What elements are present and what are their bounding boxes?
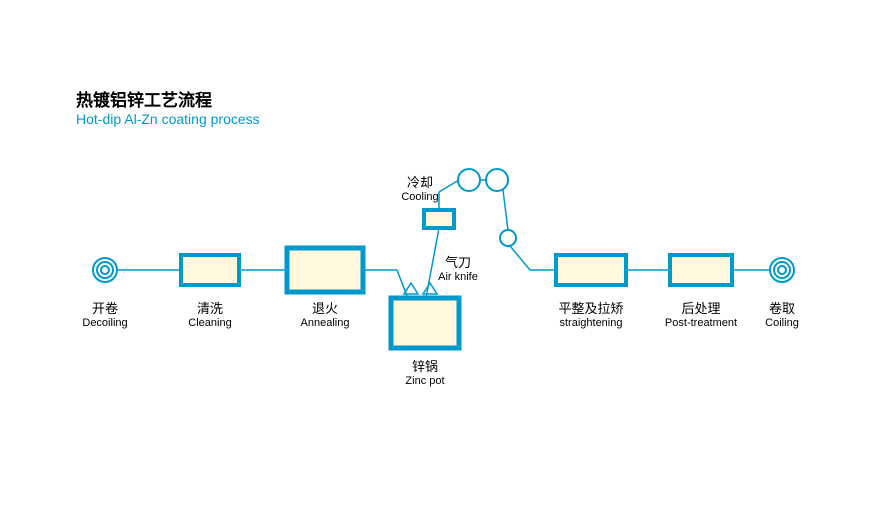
box-posttreat [670,255,732,285]
coil-left-ring-2 [101,266,109,274]
stage-label-zincpot: 锌锅Zinc pot [405,356,444,387]
stage-cn-cleaning: 清洗 [188,298,231,317]
stage-cn-cooling: 冷却 [401,172,438,191]
stage-en-cooling: Cooling [401,191,438,203]
airknife-triangle-t2 [423,283,437,294]
stage-cn-coiling: 卷取 [765,298,799,317]
stage-label-straighten: 平整及拉矫straightening [558,298,623,329]
stage-cn-posttreat: 后处理 [665,298,737,317]
coil-left-ring-1 [97,262,113,278]
stage-en-cleaning: Cleaning [188,317,231,329]
stage-en-decoiling: Decoiling [82,317,127,329]
stage-en-airknife: Air knife [438,271,478,283]
box-cleaning [181,255,239,285]
coil-right-ring-1 [774,262,790,278]
stage-label-coiling: 卷取Coiling [765,298,799,329]
stage-label-cleaning: 清洗Cleaning [188,298,231,329]
stage-en-straighten: straightening [558,317,623,329]
stage-en-annealing: Annealing [301,317,350,329]
flow-line-8 [503,190,508,230]
stage-label-annealing: 退火Annealing [301,298,350,329]
process-flow-diagram [0,0,869,512]
stage-cn-straighten: 平整及拉矫 [558,298,623,317]
stage-label-airknife: 气刀Air knife [438,252,478,283]
box-straighten [556,255,626,285]
box-zincpot [391,298,459,348]
coil-right-ring-2 [778,266,786,274]
stage-cn-annealing: 退火 [301,298,350,317]
stage-en-coiling: Coiling [765,317,799,329]
stage-label-cooling: 冷却Cooling [401,172,438,203]
flow-line-6 [439,180,459,192]
stage-en-zincpot: Zinc pot [405,375,444,387]
stage-cn-zincpot: 锌锅 [405,356,444,375]
stage-label-decoiling: 开卷Decoiling [82,298,127,329]
flow-line-9 [510,246,530,270]
roller-r2 [486,169,508,191]
stage-cn-decoiling: 开卷 [82,298,127,317]
stage-en-posttreat: Post-treatment [665,317,737,329]
box-annealing [287,248,363,292]
stage-cn-airknife: 气刀 [438,252,478,271]
stage-label-posttreat: 后处理Post-treatment [665,298,737,329]
box-cooling [424,210,454,228]
roller-r3 [500,230,516,246]
roller-r1 [458,169,480,191]
